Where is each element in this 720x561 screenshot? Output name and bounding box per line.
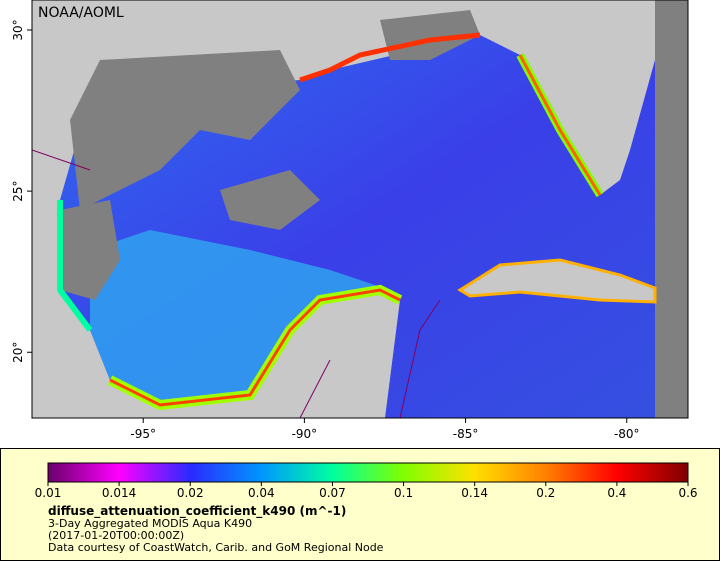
coastal-band <box>57 200 93 332</box>
colorbar-label: 0.04 <box>248 486 275 500</box>
coastal-band <box>109 288 401 407</box>
legend-line: Data courtesy of CoastWatch, Carib. and … <box>48 541 384 554</box>
no-data <box>70 50 300 210</box>
x-tick-label: -90° <box>292 427 318 441</box>
legend-line: (2017-01-20T00:00:00Z) <box>48 529 184 542</box>
shelf-water <box>90 230 390 405</box>
legend-line: 3-Day Aggregated MODIS Aqua K490 <box>48 517 252 530</box>
no-data <box>60 200 120 300</box>
legend-title: diffuse_attenuation_coefficient_k490 (m^… <box>48 504 346 519</box>
coastal-band <box>518 54 602 196</box>
legend: 0.01 0.014 0.02 0.04 0.07 0.1 0.14 0.2 0.4 0.6 <box>35 482 698 500</box>
colorbar-label: 0.1 <box>394 486 413 500</box>
y-tick-label: 25° <box>11 180 25 201</box>
cuba <box>457 258 657 304</box>
no-data <box>220 170 320 230</box>
y-tick-label: 30° <box>11 19 25 40</box>
map-image <box>32 0 688 418</box>
credit-box <box>34 2 124 22</box>
borders <box>32 149 441 418</box>
colorbar-label: 0.01 <box>35 486 62 500</box>
colorbar-label: 0.07 <box>319 486 346 500</box>
x-tick-label: -80° <box>614 427 640 441</box>
credit: NOAA/AOML <box>38 5 124 21</box>
coastal-band <box>299 32 481 83</box>
map-frame <box>31 0 689 419</box>
y-tick-label: 20° <box>11 342 25 363</box>
colorbar-label: 0.2 <box>536 486 555 500</box>
colorbar-label: 0.02 <box>177 486 204 500</box>
colorbar-label: 0.6 <box>678 486 697 500</box>
x-tick-label: -95° <box>130 427 156 441</box>
colorbar <box>47 462 689 483</box>
colorbar-label: 0.14 <box>461 486 488 500</box>
colorbar-label: 0.014 <box>102 486 136 500</box>
x-tick-label: -85° <box>453 427 479 441</box>
axes: -95° -90° -85° -80° 30° 25° 20° <box>11 19 640 441</box>
colorbar-label: 0.4 <box>607 486 626 500</box>
no-data <box>655 0 688 418</box>
